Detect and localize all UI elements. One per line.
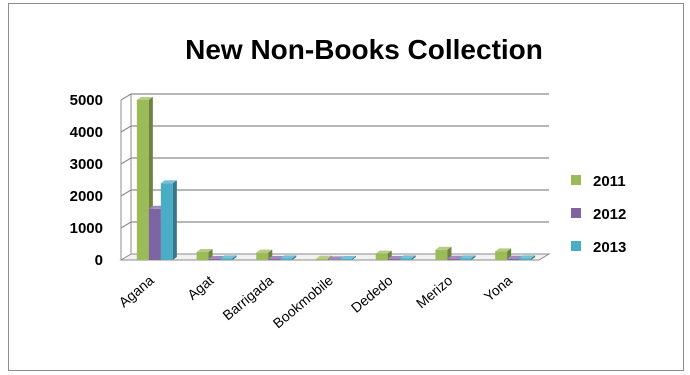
plot-wall bbox=[119, 94, 551, 261]
bar-top bbox=[136, 97, 153, 100]
bars-layer bbox=[136, 97, 536, 260]
bar-top bbox=[340, 256, 356, 260]
bar-top bbox=[196, 249, 213, 252]
bar bbox=[280, 255, 297, 260]
y-tick-label: 3000 bbox=[70, 156, 103, 173]
bar bbox=[399, 255, 416, 260]
bar-side bbox=[471, 255, 476, 260]
bar bbox=[340, 256, 356, 260]
legend-swatch bbox=[571, 175, 581, 185]
bar-top bbox=[268, 256, 285, 260]
bar-front bbox=[316, 258, 328, 260]
y-tick-label: 2000 bbox=[70, 188, 103, 205]
bar-front bbox=[148, 208, 161, 260]
bar-front bbox=[256, 252, 269, 260]
bar-side bbox=[232, 255, 237, 260]
bar-top bbox=[459, 255, 476, 259]
x-category-label: Merizo bbox=[413, 272, 456, 311]
bar-front bbox=[447, 258, 460, 260]
chart-title: New Non-Books Collection bbox=[185, 34, 543, 65]
bar-top bbox=[435, 246, 452, 250]
bar-top bbox=[328, 256, 344, 260]
bar bbox=[220, 255, 237, 260]
bar bbox=[459, 255, 476, 260]
bar-front bbox=[220, 258, 233, 260]
bar-side bbox=[292, 255, 297, 260]
bar-top bbox=[316, 255, 332, 259]
bar-side bbox=[411, 255, 416, 260]
bar-side bbox=[352, 256, 356, 260]
bar-top bbox=[447, 255, 464, 259]
grid-layer bbox=[120, 93, 549, 229]
bar-front bbox=[399, 258, 412, 260]
bar-front bbox=[136, 100, 149, 260]
x-category-label: Barrigada bbox=[219, 272, 276, 323]
legend-swatch bbox=[571, 241, 581, 251]
bar-top bbox=[387, 256, 404, 260]
gridline bbox=[120, 189, 549, 197]
bar bbox=[160, 180, 177, 260]
y-axis-ticks: 0 1000 2000 3000 4000 5000 bbox=[70, 92, 103, 269]
bar-top bbox=[160, 180, 177, 184]
gridline bbox=[120, 125, 549, 133]
bar bbox=[519, 255, 536, 260]
bar-front bbox=[160, 183, 173, 260]
bar-front bbox=[507, 258, 520, 260]
bar-front bbox=[459, 258, 472, 260]
legend: 2011 2012 2013 bbox=[571, 173, 626, 256]
gridline bbox=[120, 157, 549, 165]
y-tick-label: 0 bbox=[95, 252, 103, 269]
bar-front bbox=[328, 259, 340, 260]
bar-front bbox=[375, 253, 388, 260]
x-category-label: Bookmobile bbox=[270, 272, 336, 331]
gridline bbox=[120, 221, 549, 229]
bar-side bbox=[531, 255, 536, 260]
y-tick-label: 5000 bbox=[70, 92, 103, 109]
bar-front bbox=[495, 251, 508, 260]
bar-front bbox=[387, 259, 400, 260]
bar-top bbox=[519, 255, 536, 259]
bar-side bbox=[172, 180, 177, 260]
x-category-label: Yona bbox=[481, 272, 516, 305]
bar-top bbox=[507, 255, 524, 259]
bar bbox=[495, 248, 512, 260]
legend-label: 2012 bbox=[593, 206, 626, 223]
legend-label: 2011 bbox=[593, 173, 626, 190]
bar-front bbox=[280, 258, 293, 260]
x-category-label: Agana bbox=[115, 272, 156, 310]
bar-top bbox=[375, 250, 392, 254]
legend-label: 2013 bbox=[593, 239, 626, 256]
gridline bbox=[120, 93, 549, 101]
chart-frame: New Non-Books Collection 0 1000 2000 3000 40… bbox=[8, 3, 684, 371]
y-tick-label: 4000 bbox=[70, 124, 103, 141]
y-tick-label: 1000 bbox=[70, 220, 103, 237]
bar-top bbox=[220, 255, 237, 259]
bar-front bbox=[196, 252, 209, 260]
bar-front bbox=[208, 259, 221, 260]
bar-top bbox=[399, 255, 416, 259]
bar-front bbox=[268, 259, 281, 260]
chart-svg: New Non-Books Collection 0 1000 2000 3000 40… bbox=[70, 34, 627, 331]
legend-swatch bbox=[571, 208, 581, 218]
bar-front bbox=[519, 258, 532, 260]
bar-top bbox=[280, 255, 297, 259]
bar-top bbox=[208, 256, 225, 260]
bar-front bbox=[340, 259, 352, 260]
bar-front bbox=[435, 249, 448, 260]
x-category-label: Agat bbox=[184, 272, 216, 303]
bar-top bbox=[495, 248, 512, 252]
bar-top bbox=[256, 249, 273, 253]
x-category-label: Dededo bbox=[348, 272, 396, 316]
